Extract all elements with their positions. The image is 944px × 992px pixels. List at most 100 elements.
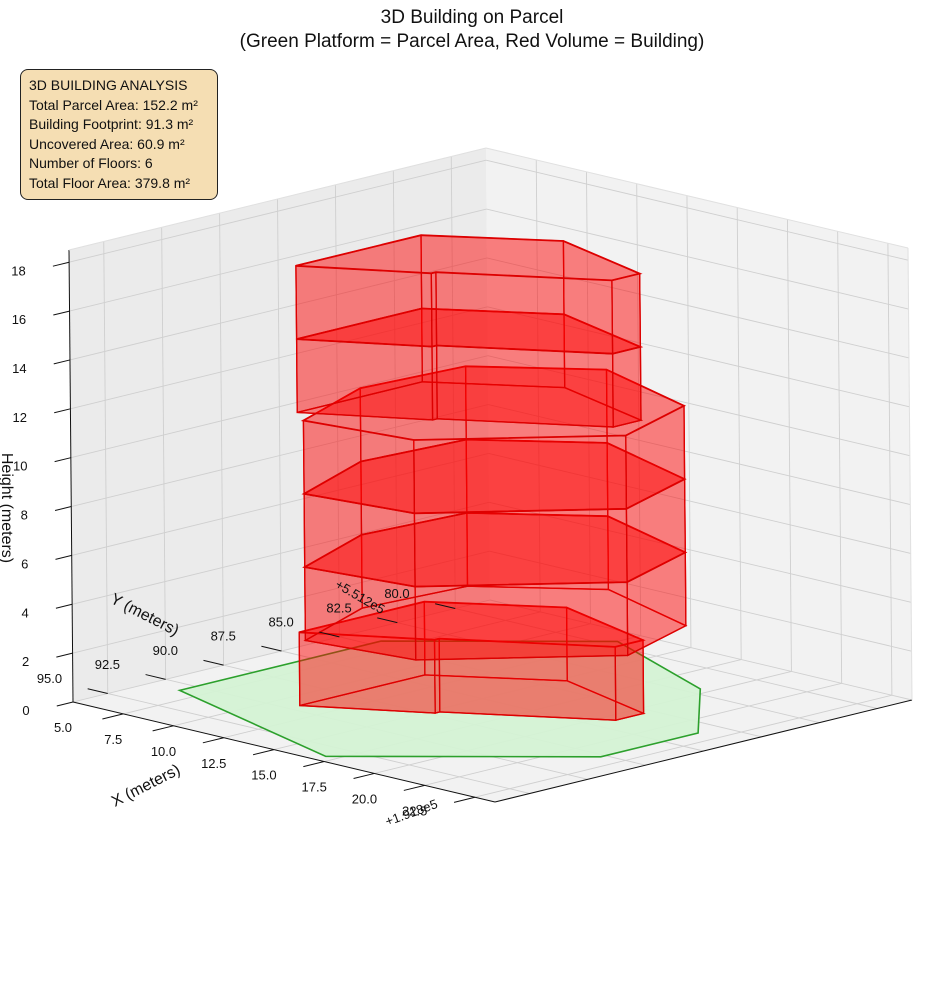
grid-line-y-wall <box>277 198 282 652</box>
grid-line-z-left <box>72 550 490 654</box>
z-axis-line <box>68 249 74 703</box>
grid-line-x-wall <box>837 231 843 684</box>
y-tick-mark <box>319 631 340 638</box>
grid-line-x-wall <box>636 183 642 636</box>
grid-line-z-right <box>489 599 913 701</box>
y-tick-mark <box>377 617 398 624</box>
analysis-info-box: 3D BUILDING ANALYSIS Total Parcel Area: … <box>20 69 218 200</box>
grid-line-y-wall <box>334 184 340 637</box>
grid-line-x-wall <box>887 243 893 696</box>
x-tick-mark <box>102 713 124 720</box>
y-axis-line <box>494 699 913 803</box>
grid-line-z-left <box>70 306 488 410</box>
grid-line-z-right <box>489 501 912 603</box>
floor-side-face <box>413 508 628 588</box>
grid-line-z-left <box>69 159 487 263</box>
grid-line-x-wall <box>736 207 742 660</box>
x-tick-label: 20.0 <box>352 792 377 807</box>
building-floor <box>298 600 646 722</box>
grid-line-y-wall <box>392 170 398 623</box>
x-tick-mark <box>152 725 174 732</box>
chart-subtitle: (Green Platform = Parcel Area, Red Volum… <box>239 31 705 52</box>
z-tick-mark <box>56 652 73 658</box>
x-tick-mark <box>202 737 224 744</box>
building-volume <box>295 234 688 722</box>
chart-title: 3D Building on Parcel <box>380 7 564 28</box>
z-tick-label: 18 <box>11 263 25 278</box>
y-tick-label: 87.5 <box>211 629 236 644</box>
z-tick-label: 14 <box>12 361 26 376</box>
grid-line-z-left <box>70 355 488 459</box>
x-tick-mark <box>252 749 275 756</box>
z-tick-mark <box>55 554 72 560</box>
x-tick-label: 7.5 <box>104 732 122 747</box>
z-tick-mark <box>56 701 74 707</box>
axis-lines <box>68 147 913 803</box>
chart-title-block: 3D Building on Parcel (Green Platform = … <box>0 6 944 54</box>
floor-side-face <box>611 272 642 355</box>
building-floor <box>301 438 687 588</box>
info-line-footprint: Building Footprint: 91.3 m² <box>29 116 194 132</box>
x-tick-mark <box>353 772 375 780</box>
x-offset-label: +1.918e5 <box>383 796 439 829</box>
y-tick-mark <box>261 645 282 652</box>
building-floor <box>302 511 688 661</box>
y-tick-label: 95.0 <box>37 671 62 686</box>
z-tick-mark <box>54 408 71 414</box>
z-tick-mark <box>53 310 70 316</box>
grid-line-y-wall <box>219 213 225 666</box>
z-tick-label: 0 <box>22 703 29 718</box>
x-tick-label: 10.0 <box>151 744 176 759</box>
z-tick-mark <box>55 603 73 609</box>
info-line-uncovered: Uncovered Area: 60.9 m² <box>29 135 185 152</box>
z-tick-mark <box>53 359 71 365</box>
y-tick-label: 80.0 <box>384 586 409 601</box>
grid-line-x-wall <box>786 219 792 672</box>
grid-line-x-wall <box>686 195 692 648</box>
z-tick-label: 6 <box>21 556 28 571</box>
floor-top-face <box>295 234 643 282</box>
y-tick-label: 82.5 <box>326 600 351 615</box>
z-tick-mark <box>54 506 72 511</box>
grid-line-z-right <box>488 404 911 505</box>
x-axis-label: X (meters) <box>109 762 183 811</box>
grid-line-z-right <box>488 452 911 554</box>
floor-top-face <box>300 365 687 441</box>
y-tick-mark <box>435 603 456 609</box>
y-tick-label: 90.0 <box>153 643 178 658</box>
x-tick-label: 22.5 <box>402 803 427 818</box>
info-line-floors: Number of Floors: 6 <box>29 155 153 171</box>
grid-lines <box>69 156 913 798</box>
x-tick-label: 17.5 <box>302 780 327 795</box>
grid-line-y-wall <box>161 227 167 680</box>
y-tick-mark <box>87 688 108 694</box>
building-floor <box>295 234 643 355</box>
z-tick-label: 10 <box>13 459 27 474</box>
grid-line-z-left <box>72 501 490 605</box>
z-tick-label: 12 <box>13 410 27 425</box>
z-axis-label: Height (meters) <box>0 453 15 563</box>
x-tick-label: 12.5 <box>201 756 226 771</box>
y-tick-label: 85.0 <box>268 614 293 629</box>
grid-line-z-left <box>71 404 489 507</box>
grid-line-z-right <box>489 550 912 652</box>
tick-labels: 5.0 7.5 10.0 12.5 15.0 17.5 20.0 22.5 80.0 82.5 85… <box>11 261 476 818</box>
info-line-parcel-area: Total Parcel Area: 152.2 m² <box>29 96 198 113</box>
floor-side-face <box>611 346 642 428</box>
building-floor <box>300 365 687 515</box>
y-tick-label: 92.5 <box>95 657 120 672</box>
grid-line-z-left <box>69 257 488 361</box>
grid-line-z-left <box>71 452 489 556</box>
grid-line-z-right <box>487 355 910 457</box>
floor-side-face <box>435 271 614 355</box>
z-tick-mark <box>52 261 70 267</box>
grid-line-z-right <box>486 208 909 310</box>
grid-line-z-right <box>487 306 910 408</box>
z-tick-label: 2 <box>22 654 29 669</box>
info-line-floor-area: Total Floor Area: 379.8 m² <box>29 174 191 191</box>
pane-edge <box>485 147 909 249</box>
z-tick-label: 8 <box>21 508 28 523</box>
floor-top-face <box>298 600 646 648</box>
back-right-pane <box>486 148 912 700</box>
